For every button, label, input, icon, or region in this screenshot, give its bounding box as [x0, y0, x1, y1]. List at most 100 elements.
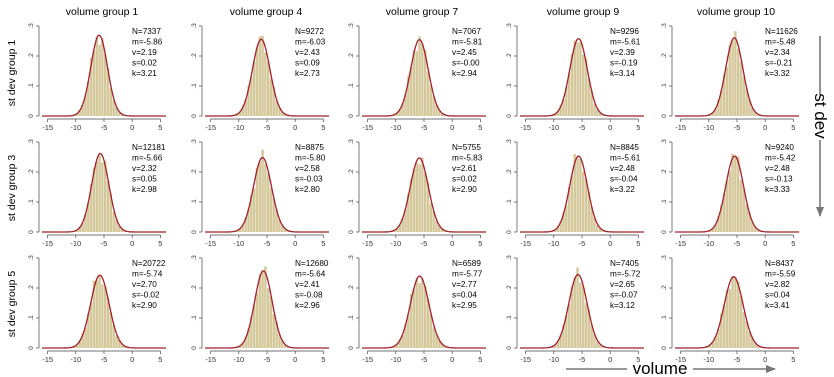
histogram-bar [751, 221, 754, 232]
stat-m: m=-5.61 [610, 154, 641, 163]
y-tick-label: 0 [191, 230, 198, 234]
histogram-bar [120, 228, 124, 232]
stat-k: k=2.94 [452, 69, 477, 78]
stat-N: N=12680 [295, 259, 329, 268]
x-tick-label: 5 [636, 355, 640, 364]
histogram-bar [731, 276, 734, 348]
histogram-bar [236, 230, 239, 232]
histogram-bar [576, 267, 579, 348]
x-tick-label: 5 [478, 239, 482, 248]
histogram-bar [272, 313, 276, 348]
stat-m: m=-5.81 [452, 38, 483, 47]
histogram-bar [598, 112, 602, 116]
histogram-bar [281, 225, 284, 232]
histogram-bar [272, 86, 276, 116]
histogram-bar [424, 172, 427, 232]
y-tick-label: 0 [506, 230, 513, 234]
histogram-bar [553, 113, 557, 116]
histogram-bar [407, 76, 410, 116]
histogram-bar [81, 104, 84, 116]
y-tick-label: .2 [348, 53, 355, 59]
histogram-bar [275, 322, 278, 348]
stat-N: N=7337 [132, 27, 161, 36]
histogram-bar [556, 340, 560, 348]
histogram-bar [728, 44, 731, 116]
histogram-bar [728, 288, 731, 348]
x-tick-label: 0 [608, 123, 612, 132]
histogram-bar [278, 334, 281, 348]
panel-r3-c5: -15 -10 -5 0 5 0 .1 .2 .3 N=8437 m=-5.59v=2.82 s=0.… [661, 255, 799, 364]
y-tick-label: .3 [661, 139, 668, 145]
histogram-bar [247, 86, 250, 116]
histogram-bar [711, 112, 715, 116]
fit-curve [42, 274, 166, 349]
histogram-bar [590, 324, 593, 348]
histogram-bar [593, 103, 596, 116]
histogram-bar [570, 175, 574, 232]
histogram-bar [275, 100, 278, 116]
stat-N: N=9240 [765, 143, 794, 152]
histogram-bar [98, 44, 101, 116]
panel-r3-c3: -15 -10 -5 0 5 0 .1 .2 .3 N=6589 m=-5.77v=2.77 s=0.… [348, 255, 486, 364]
histogram-bar [250, 316, 253, 348]
histogram-bar [720, 313, 723, 348]
stat-N: N=11626 [765, 27, 798, 36]
y-tick-label: .3 [506, 255, 513, 261]
y-tick-label: .3 [28, 23, 35, 29]
fit-curve [520, 37, 644, 117]
fit-curve [675, 37, 799, 117]
histogram-bar [559, 221, 562, 232]
y-tick-label: .1 [28, 199, 35, 205]
x-tick-label: 5 [791, 355, 795, 364]
histogram-bar [75, 229, 79, 232]
histogram-bar [570, 286, 574, 348]
histogram-bar [404, 209, 407, 232]
stat-s: s=0.09 [295, 59, 320, 68]
histogram-bar [751, 107, 754, 116]
histogram-bar [264, 266, 267, 348]
histogram-bar [753, 112, 757, 116]
histogram-bar [75, 344, 79, 348]
y-tick-label: .2 [191, 53, 198, 59]
histogram-bar [748, 212, 751, 232]
fit-curve [362, 38, 486, 117]
histogram-bar [742, 76, 746, 116]
histogram-bar [78, 226, 82, 232]
histogram-bar [728, 171, 731, 232]
x-tick-label: -15 [205, 355, 216, 364]
fit-curve [42, 34, 166, 117]
x-tick-label: -15 [675, 355, 686, 364]
x-tick-label: -15 [42, 355, 53, 364]
x-tick-label: -10 [390, 355, 401, 364]
stat-N: N=8875 [295, 143, 324, 152]
y-tick-label: .3 [348, 23, 355, 29]
histogram-bar [112, 324, 115, 348]
histogram-bar [264, 163, 267, 232]
histogram-bar [401, 334, 404, 348]
y-tick-label: .3 [191, 139, 198, 145]
stat-m: m=-5.48 [765, 38, 796, 47]
x-tick-label: 5 [791, 123, 795, 132]
x-tick-label: -10 [70, 239, 81, 248]
x-tick-label: -10 [70, 123, 81, 132]
stat-s: s=0.04 [765, 291, 790, 300]
x-tick-label: -15 [520, 239, 531, 248]
stat-s: s=-0.00 [452, 59, 480, 68]
histogram-bar [573, 277, 576, 348]
histogram-bar [590, 90, 593, 116]
histogram-bar [252, 304, 256, 348]
col-title-4: volume group 9 [547, 6, 620, 18]
histogram-bar [562, 212, 565, 232]
stat-m: m=-5.59 [765, 270, 796, 279]
y-tick-label: .1 [191, 199, 198, 205]
fit-curve [205, 156, 329, 233]
histogram-bar [415, 51, 418, 116]
y-tick-label: 0 [28, 114, 35, 118]
panel-r3-c2: -15 -10 -5 0 5 0 .1 .2 .3 N=12680 m=-5.64v=2.41 s=-… [191, 255, 329, 364]
y-tick-label: .1 [661, 315, 668, 321]
histogram-bar [720, 205, 723, 232]
y-tick-label: .1 [348, 83, 355, 89]
stat-m: m=-5.77 [452, 270, 483, 279]
histogram-bar [443, 346, 447, 348]
